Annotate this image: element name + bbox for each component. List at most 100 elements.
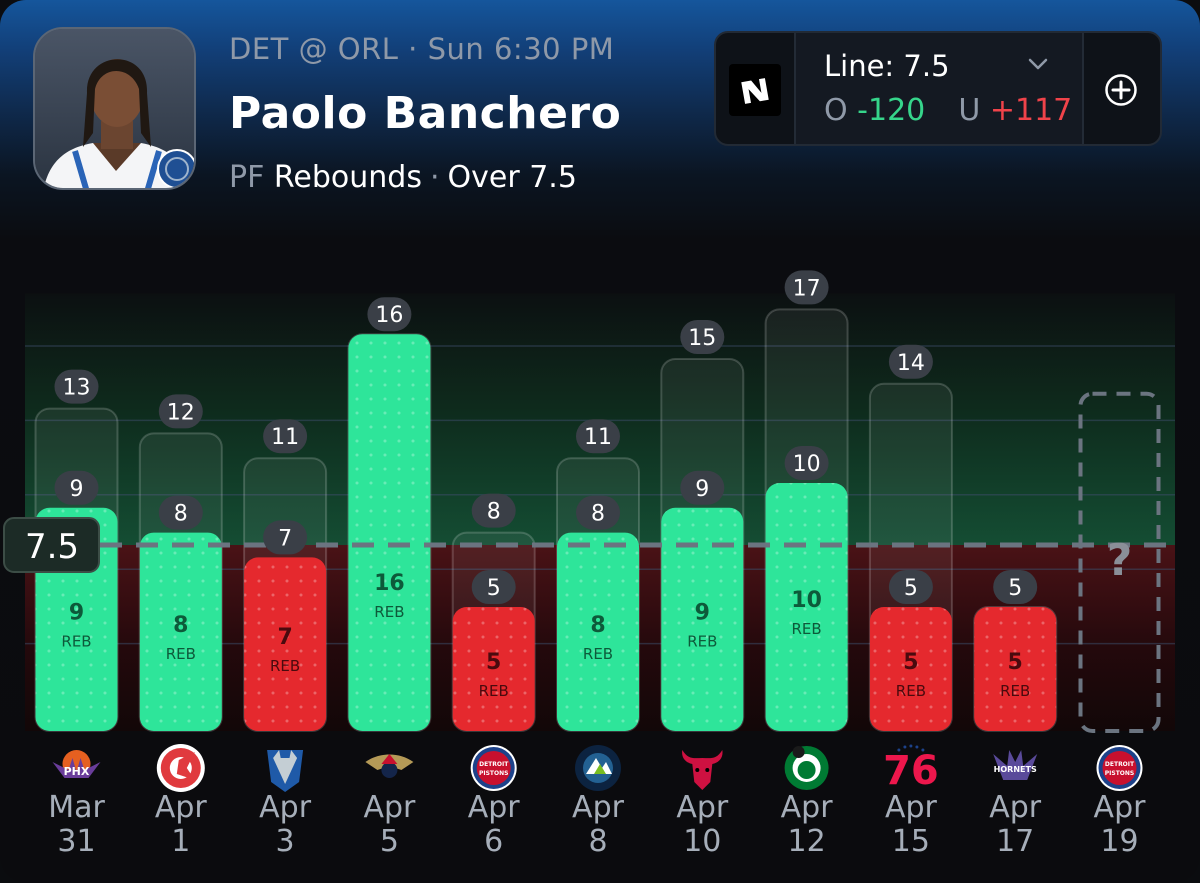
bar-value-text: 8: [173, 613, 188, 638]
line-label: 7.5: [25, 527, 79, 567]
logo-shape: [915, 745, 919, 749]
bar-texture: [661, 507, 744, 731]
data-label: 15: [688, 326, 716, 351]
bar-texture: [348, 334, 431, 731]
tick-label-day: 6: [484, 824, 503, 859]
tick-label-month: Apr: [989, 790, 1042, 825]
pending-bar: [1078, 391, 1161, 733]
team-logo-icon: [682, 750, 723, 790]
pending-marker: ?: [1107, 535, 1133, 586]
bar-unit-text: REB: [583, 645, 613, 663]
tick-label-day: 1: [171, 824, 190, 859]
logo-shape: [903, 745, 907, 749]
tick-label-day: 5: [380, 824, 399, 859]
bar-value-text: 9: [69, 600, 84, 625]
data-label: 5: [1008, 576, 1022, 601]
team-logo-icon: [156, 744, 205, 792]
bar-unit-text: REB: [791, 620, 821, 638]
bar-unit-text: REB: [896, 682, 926, 700]
logo-shape: [993, 750, 1038, 780]
bar-unit-text: REB: [374, 603, 404, 621]
data-label: 12: [167, 400, 195, 425]
logo-shape: [476, 751, 511, 785]
logo-text: DETROIT: [479, 761, 509, 768]
bar-texture: [869, 607, 952, 731]
bar-unit-text: REB: [61, 632, 91, 650]
value-pill: [784, 270, 829, 305]
data-label: 11: [271, 425, 299, 450]
odds-row: O -120 U +117: [824, 93, 1072, 128]
stat-type: Rebounds: [273, 160, 422, 195]
player-headshot-icon: [35, 29, 194, 188]
team-logo-icon: [267, 750, 304, 792]
data-label: 11: [584, 425, 612, 450]
logo-shape: [909, 744, 913, 748]
bar-value-text: 5: [486, 650, 501, 675]
value-pill: [784, 446, 829, 480]
tick-label-day: 15: [892, 824, 930, 859]
line-badge: [3, 517, 100, 573]
bar-texture: [452, 607, 535, 731]
bar-unit-text: REB: [687, 632, 717, 650]
data-label: 13: [63, 376, 91, 401]
tick-label-day: 10: [683, 824, 721, 859]
team-logo-icon: DETROIT PISTONS: [1096, 745, 1143, 791]
tick-label-day: 3: [276, 824, 295, 859]
tick-label-month: Mar: [48, 790, 105, 825]
value-pill: [158, 495, 203, 530]
logo-shape: [594, 764, 606, 774]
logo-shape: [897, 748, 901, 752]
value-pill: [367, 297, 412, 332]
tick-label-month: Apr: [781, 790, 834, 825]
value-pill: [471, 570, 516, 604]
tick-label-day: 31: [57, 824, 95, 859]
logo-shape: [695, 768, 700, 772]
value-pill: [54, 369, 99, 404]
tick-label-month: Apr: [155, 790, 208, 825]
data-label: 8: [487, 500, 501, 525]
logo-shape: [921, 748, 925, 752]
player-position: PF: [229, 160, 265, 195]
value-pill: [993, 570, 1038, 604]
value-pill: [888, 570, 933, 604]
logo-shape: [176, 752, 195, 780]
chevron-down-icon: [1028, 58, 1048, 70]
logo-text: 76: [883, 748, 939, 794]
value-pill: [576, 419, 620, 454]
value-pill: [888, 344, 933, 379]
logo-text: DETROIT: [1105, 761, 1135, 768]
under-odds: +117: [989, 93, 1073, 128]
over-prefix: O: [824, 93, 848, 128]
bar-unit-text: REB: [1000, 682, 1030, 700]
bar-texture: [139, 532, 222, 731]
tick-label-month: Apr: [572, 790, 625, 825]
bar-value-text: 16: [374, 571, 405, 596]
data-label: 7: [278, 526, 292, 551]
logo-text: PISTONS: [1105, 770, 1135, 777]
data-label: 5: [487, 576, 501, 601]
team-logo-icon: HORNETS: [993, 750, 1038, 780]
bar-unit-text: REB: [166, 645, 196, 663]
tick-label-day: 19: [1100, 824, 1138, 859]
team-logo-icon: [784, 746, 829, 790]
data-label: 10: [793, 452, 821, 477]
plus-circle-icon[interactable]: [1104, 73, 1138, 107]
team-logo-icon: 76: [883, 744, 939, 794]
bar-value-text: 5: [903, 650, 918, 675]
tick-label-day: 17: [996, 824, 1034, 859]
data-label: 14: [897, 351, 925, 376]
bar-value-text: 5: [1008, 650, 1023, 675]
tick-label-month: Apr: [468, 790, 521, 825]
tick-label-day: 8: [588, 824, 607, 859]
under-prefix: U: [958, 93, 981, 128]
bar-unit-text: REB: [270, 657, 300, 675]
data-label: 9: [695, 477, 709, 502]
line-dropdown[interactable]: Line: 7.5 O -120 U +117: [794, 33, 1084, 144]
data-label: 5: [904, 576, 918, 601]
logo-shape: [273, 750, 298, 760]
data-label: 8: [591, 502, 605, 527]
player-avatar: [33, 27, 196, 190]
sportsbook-cell[interactable]: [716, 33, 794, 144]
value-pill: [263, 520, 308, 555]
